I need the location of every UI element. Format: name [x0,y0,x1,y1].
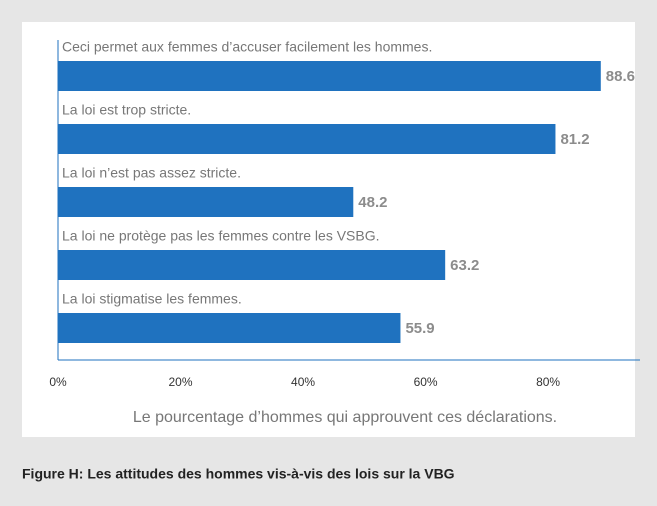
caption: Figure H: Les attitudes des hommes vis-à… [22,466,455,482]
bar [58,250,446,280]
category-label: La loi stigmatise les femmes. [62,291,242,307]
bar [58,313,401,343]
category-label: Ceci permet aux femmes d’accuser facilem… [62,39,432,55]
x-tick-label: 60% [414,375,438,389]
x-axis-title: Le pourcentage d’hommes qui approuvent c… [133,409,557,426]
value-label: 55.9 [405,320,434,337]
bar [58,61,601,91]
bar [58,187,354,217]
panel [22,22,635,437]
x-tick-label: 40% [291,375,315,389]
x-tick-label: 0% [49,375,67,389]
category-label: La loi ne protège pas les femmes contre … [62,228,380,244]
category-label: La loi n’est pas assez stricte. [62,165,241,181]
bar [58,124,556,154]
value-label: 88.6 [606,68,635,85]
x-tick-label: 20% [169,375,193,389]
value-label: 81.2 [560,131,589,148]
value-label: 63.2 [450,257,479,274]
x-tick-label: 80% [536,375,560,389]
category-label: La loi est trop stricte. [62,102,191,118]
value-label: 48.2 [358,194,387,211]
